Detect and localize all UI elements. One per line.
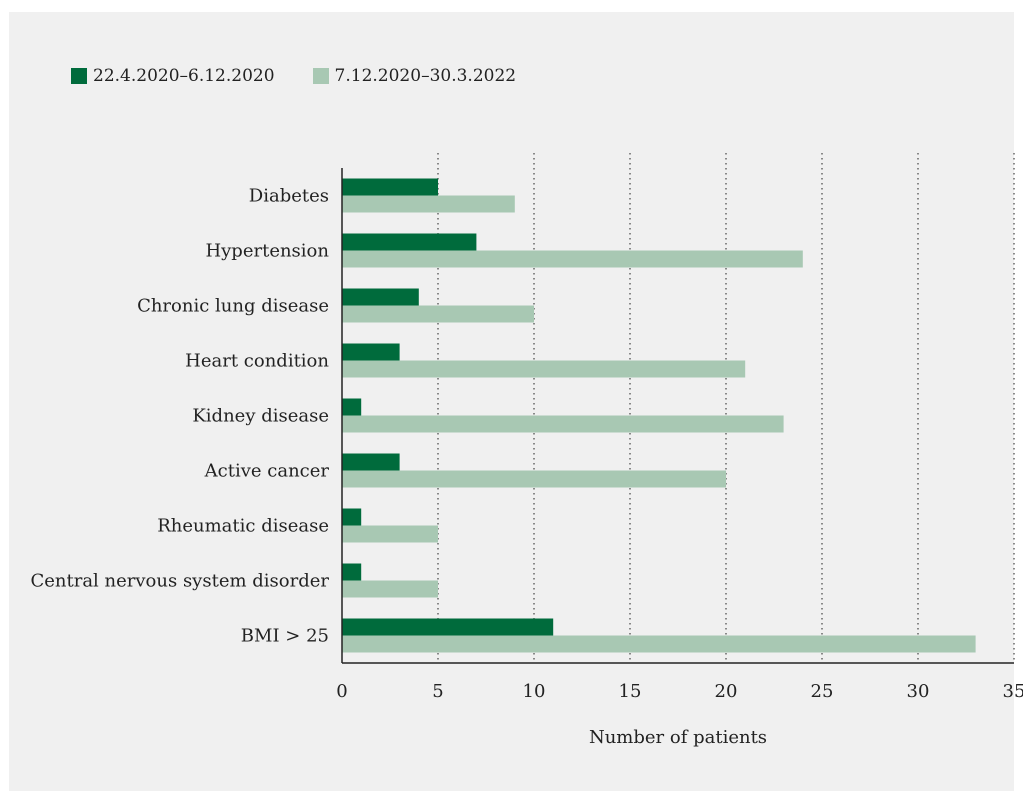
bar-2-0: [342, 195, 515, 213]
category-label-6: Rheumatic disease: [157, 516, 329, 537]
x-tick-label-35: 35: [1003, 681, 1023, 702]
bars: [342, 178, 976, 653]
category-label-5: Active cancer: [204, 461, 330, 482]
figure-panel: [9, 12, 1014, 791]
category-label-0: Diabetes: [249, 186, 329, 207]
x-axis-title: Number of patients: [589, 727, 767, 748]
x-tick-label-30: 30: [907, 681, 930, 702]
legend-item-period-2: 7.12.2020–30.3.2022: [312, 66, 517, 86]
x-tick-labels: 0 5 10 15 20 25 30 35: [336, 681, 1023, 702]
bar-2-1: [342, 250, 803, 268]
legend-item-period-1: 22.4.2020–6.12.2020: [71, 66, 275, 86]
legend-swatch-period-2: [312, 68, 329, 84]
legend-label-period-1: 22.4.2020–6.12.2020: [93, 66, 275, 86]
legend-swatch-period-1: [71, 68, 87, 84]
bar-2-5: [342, 470, 726, 488]
bar-2-6: [342, 525, 438, 543]
bar-2-4: [342, 415, 784, 433]
x-tick-label-0: 0: [336, 681, 347, 702]
category-label-3: Heart condition: [185, 351, 329, 372]
x-tick-label-20: 20: [715, 681, 738, 702]
bar-2-7: [342, 580, 438, 598]
axes: [341, 168, 1014, 664]
bar-1-4: [342, 398, 362, 416]
bar-1-3: [342, 343, 400, 361]
category-label-7: Central nervous system disorder: [30, 571, 329, 592]
bar-1-1: [342, 233, 477, 251]
x-tick-label-10: 10: [523, 681, 546, 702]
gridlines: [437, 153, 1015, 663]
category-label-8: BMI > 25: [241, 626, 329, 647]
bar-1-6: [342, 508, 362, 526]
bar-1-7: [342, 563, 362, 581]
bar-1-0: [342, 178, 438, 196]
legend: 22.4.2020–6.12.2020 7.12.2020–30.3.2022: [71, 66, 554, 86]
x-tick-label-5: 5: [432, 681, 443, 702]
category-label-2: Chronic lung disease: [137, 296, 329, 317]
category-labels: Diabetes Hypertension Chronic lung disease…: [30, 186, 329, 647]
bar-1-2: [342, 288, 419, 306]
x-tick-label-15: 15: [619, 681, 642, 702]
bar-2-2: [342, 305, 534, 323]
bar-1-5: [342, 453, 400, 471]
x-tick-label-25: 25: [811, 681, 834, 702]
bar-1-8: [342, 618, 554, 636]
bar-2-3: [342, 360, 746, 378]
legend-label-period-2: 7.12.2020–30.3.2022: [334, 66, 517, 86]
bar-2-8: [342, 635, 976, 653]
category-label-4: Kidney disease: [192, 406, 329, 427]
category-label-1: Hypertension: [205, 241, 329, 262]
